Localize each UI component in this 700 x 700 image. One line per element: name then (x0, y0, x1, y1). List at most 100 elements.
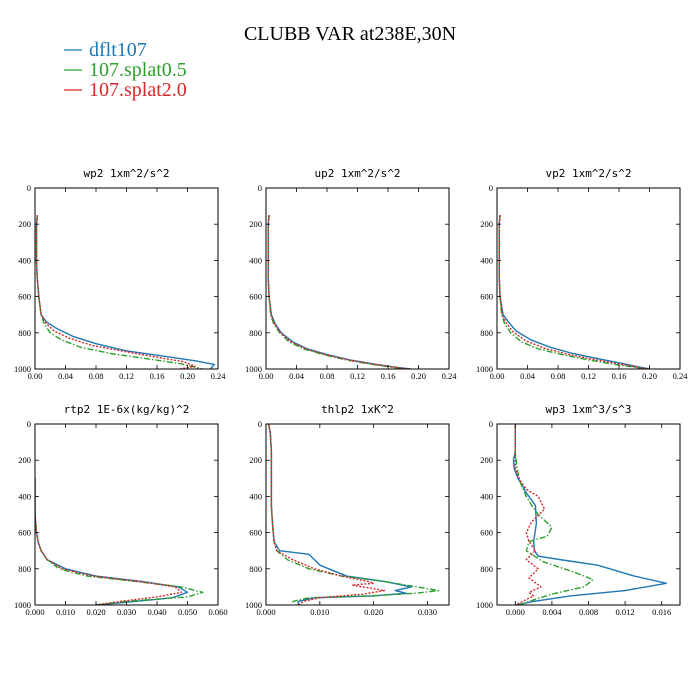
y-tick-label: 1000 (476, 364, 493, 374)
panel-title-0: wp2 1xm^2/s^2 (83, 167, 169, 180)
panel-title-5: wp3 1xm^3/s^3 (545, 403, 631, 416)
panel-title-3: rtp2 1E-6x(kg/kg)^2 (64, 403, 190, 416)
y-tick-label: 1000 (14, 364, 31, 374)
panel-title-4: thlp2 1xK^2 (321, 403, 394, 416)
y-tick-label: 1000 (14, 600, 31, 610)
y-tick-label: 0 (258, 183, 262, 193)
series-107.splat2.0-panel-0 (35, 215, 196, 369)
y-tick-label: 800 (249, 564, 262, 574)
series-dflt107-panel-2 (498, 215, 650, 369)
y-tick-label: 0 (27, 183, 31, 193)
series-dflt107-panel-3 (35, 478, 189, 605)
x-tick-label: 0.12 (581, 371, 596, 381)
x-tick-label: 0.20 (642, 371, 657, 381)
x-tick-label: 0.16 (150, 371, 165, 381)
y-tick-label: 400 (480, 255, 493, 265)
y-tick-label: 400 (18, 255, 31, 265)
series-dflt107-panel-1 (267, 215, 411, 369)
x-tick-label: 0.000 (256, 607, 275, 617)
x-tick-label: 0.060 (208, 607, 227, 617)
x-tick-label: 0.010 (56, 607, 75, 617)
x-tick-label: 0.030 (418, 607, 437, 617)
y-tick-label: 800 (249, 328, 262, 338)
figure-title: CLUBB VAR at238E,30N (244, 23, 456, 45)
series-107.splat2.0-panel-3 (35, 478, 183, 605)
x-tick-label: 0.20 (411, 371, 426, 381)
y-tick-label: 600 (480, 528, 493, 538)
x-tick-label: 0.010 (310, 607, 329, 617)
x-tick-label: 0.008 (579, 607, 598, 617)
x-tick-label: 0.04 (58, 371, 74, 381)
x-tick-label: 0.020 (364, 607, 383, 617)
panel-5: wp3 1xm^3/s^3 0 200 400 600 800 1000 0.000 0.004… (476, 403, 681, 617)
x-tick-label: 0.12 (350, 371, 365, 381)
x-tick-label: 0.040 (147, 607, 166, 617)
x-tick-label: 0.00 (259, 371, 274, 381)
legend-label-2: 107.splat2.0 (89, 79, 187, 101)
y-tick-label: 200 (249, 219, 262, 229)
y-tick-label: 200 (480, 455, 493, 465)
y-tick-label: 200 (18, 455, 31, 465)
panel-3: rtp2 1E-6x(kg/kg)^2 0 200 400 600 800 10000.00… (14, 403, 228, 617)
y-tick-label: 600 (249, 292, 262, 302)
y-tick-label: 1000 (245, 364, 262, 374)
y-tick-label: 800 (18, 328, 31, 338)
x-tick-label: 0.08 (320, 371, 335, 381)
x-tick-label: 0.030 (117, 607, 136, 617)
series-107.splat0.5-panel-3 (35, 478, 204, 605)
y-tick-label: 200 (480, 219, 493, 229)
x-tick-label: 0.16 (612, 371, 627, 381)
panel-title-1: up2 1xm^2/s^2 (314, 167, 400, 180)
legend-label-1: 107.splat0.5 (89, 59, 187, 81)
plot-frame-2 (496, 187, 681, 370)
series-107.splat0.5-panel-5 (514, 424, 594, 605)
y-tick-label: 0 (258, 419, 262, 429)
x-tick-label: 0.12 (119, 371, 134, 381)
y-tick-label: 0 (27, 419, 31, 429)
y-tick-label: 600 (249, 528, 262, 538)
y-tick-label: 400 (249, 255, 262, 265)
series-107.splat2.0-panel-2 (498, 215, 649, 369)
x-tick-label: 0.016 (652, 607, 671, 617)
x-tick-label: 0.08 (89, 371, 104, 381)
y-tick-label: 1000 (476, 600, 493, 610)
y-tick-label: 600 (18, 528, 31, 538)
x-tick-label: 0.000 (25, 607, 44, 617)
y-tick-label: 600 (18, 292, 31, 302)
x-tick-label: 0.004 (542, 607, 562, 617)
x-tick-label: 0.04 (289, 371, 305, 381)
y-tick-label: 1000 (245, 600, 262, 610)
x-tick-label: 0.00 (28, 371, 43, 381)
y-tick-label: 600 (480, 292, 493, 302)
series-107.splat2.0-panel-1 (267, 215, 410, 369)
x-tick-label: 0.24 (442, 371, 458, 381)
x-tick-label: 0.012 (616, 607, 635, 617)
panel-title-2: vp2 1xm^2/s^2 (545, 167, 631, 180)
y-tick-label: 800 (480, 564, 493, 574)
y-tick-label: 0 (489, 183, 493, 193)
x-tick-label: 0.20 (180, 371, 195, 381)
legend-label-0: dflt107 (89, 39, 147, 61)
y-tick-label: 0 (489, 419, 493, 429)
x-tick-label: 0.24 (211, 371, 227, 381)
y-tick-label: 800 (480, 328, 493, 338)
x-tick-label: 0.16 (381, 371, 396, 381)
x-tick-label: 0.050 (178, 607, 197, 617)
y-tick-label: 400 (480, 491, 493, 501)
series-dflt107-panel-0 (35, 215, 215, 369)
x-tick-label: 0.04 (520, 371, 536, 381)
series-107.splat0.5-panel-0 (35, 215, 203, 369)
series-107.splat0.5-panel-2 (498, 215, 646, 369)
series-dflt107-panel-4 (268, 424, 413, 605)
series-107.splat0.5-panel-1 (267, 215, 408, 369)
y-tick-label: 200 (18, 219, 31, 229)
x-tick-label: 0.24 (673, 371, 689, 381)
y-tick-label: 400 (18, 491, 31, 501)
y-tick-label: 200 (249, 455, 262, 465)
